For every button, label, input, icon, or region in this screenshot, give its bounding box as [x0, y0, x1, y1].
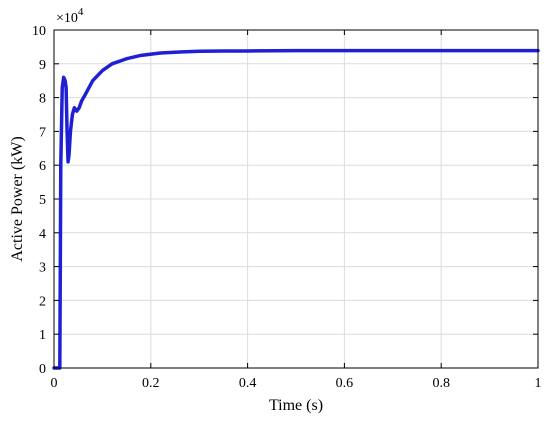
- x-tick-label: 0.4: [239, 376, 257, 391]
- y-tick-label: 0: [39, 362, 46, 377]
- y-tick-label: 6: [39, 159, 46, 174]
- series-group: [52, 48, 540, 370]
- y-tick-label: 9: [39, 58, 46, 73]
- y-tick-label: 2: [39, 294, 46, 309]
- series-line: [52, 48, 540, 370]
- x-tick-label: 0: [51, 376, 58, 391]
- y-tick-label: 10: [32, 24, 46, 39]
- x-tick-label: 1: [535, 376, 542, 391]
- y-tick-label: 5: [39, 193, 46, 208]
- y-tick-label: 4: [39, 227, 46, 242]
- y-tick-label: 1: [39, 328, 46, 343]
- y-axis-label: Active Power (kW): [9, 136, 26, 261]
- x-tick-label: 0.6: [336, 376, 354, 391]
- ticks: [53, 29, 539, 369]
- y-tick-label: 7: [39, 125, 46, 140]
- x-axis-label: Time (s): [269, 397, 323, 414]
- y-axis-multiplier: ×104: [56, 6, 84, 26]
- y-tick-label: 3: [39, 261, 46, 276]
- grid: [53, 29, 539, 369]
- x-tick-label: 0.8: [432, 376, 450, 391]
- y-axis-multiplier-exponent: 4: [78, 6, 84, 18]
- y-tick-label: 8: [39, 92, 46, 107]
- y-axis-multiplier-base: ×10: [56, 11, 78, 26]
- x-tick-label: 0.2: [142, 376, 160, 391]
